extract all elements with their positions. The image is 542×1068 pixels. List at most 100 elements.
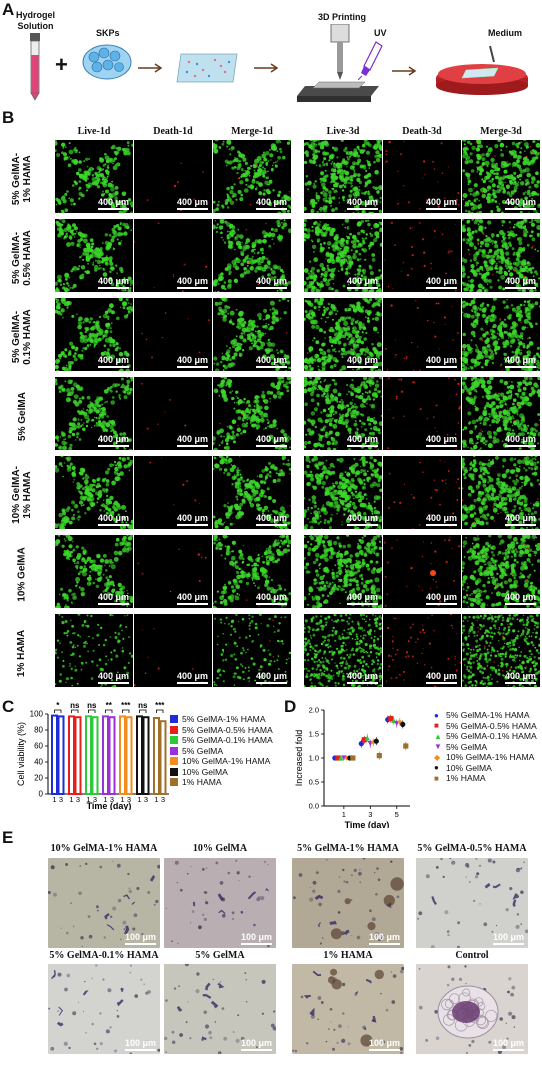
significance-bracket (54, 709, 62, 713)
significance-label: ns (87, 701, 97, 710)
column-header-merge-3d: Merge-3d (480, 126, 522, 137)
scale-bar-label: 400 μm (425, 355, 457, 365)
column-header-death-1d: Death-1d (153, 126, 193, 137)
fluorescence-image: 400 μm (213, 535, 291, 608)
scale-bar: 100 μm (492, 1038, 524, 1051)
data-point (350, 755, 356, 761)
scale-bar-line (255, 208, 287, 210)
panel-e-letter: E (2, 828, 14, 847)
scale-bar-label: 400 μm (346, 355, 378, 365)
scale-bar-label: 100 μm (124, 1038, 156, 1048)
x-tick-label: 1 (69, 795, 73, 804)
fluorescence-image: 400 μm (383, 298, 461, 371)
legend-label: 5% GelMA (446, 741, 488, 752)
fluorescence-image: 400 μm (134, 219, 212, 292)
fluorescence-image: 400 μm (304, 535, 382, 608)
scale-bar: 400 μm (346, 197, 378, 210)
row-label: 5% GelMA (4, 377, 40, 455)
panel-b-letter: B (2, 108, 15, 127)
fluorescence-image: 400 μm (383, 614, 461, 687)
scale-bar-line (255, 682, 287, 684)
y-tick-label: 0 (39, 790, 44, 799)
x-tick-label: 3 (161, 795, 165, 804)
fluorescence-image: 400 μm (213, 614, 291, 687)
scale-bar-label: 400 μm (97, 276, 129, 286)
fluorescence-image: 400 μm (55, 535, 133, 608)
scale-bar-label: 400 μm (176, 671, 208, 681)
chart-c-legend: 5% GelMA-1% HAMA 5% GelMA-0.5% HAMA 5% Gel… (170, 714, 273, 788)
3d-printer-icon (297, 24, 379, 102)
legend-entry: ▼ 5% GelMA (434, 742, 537, 753)
scale-bar-line (124, 1049, 156, 1051)
scale-bar: 400 μm (97, 592, 129, 605)
scale-bar-label: 400 μm (346, 671, 378, 681)
row-label-line2: 1% HAMA (22, 471, 34, 519)
fluorescence-image: 400 μm (213, 298, 291, 371)
legend-label: 1% HAMA (182, 777, 222, 788)
medium-label: Medium (488, 28, 523, 38)
x-tick-label: 1 (137, 795, 141, 804)
legend-entry: 5% GelMA (170, 746, 273, 757)
legend-marker: ◆ (434, 752, 441, 762)
legend-entry: ◆ 10% GelMA-1% HAMA (434, 752, 537, 763)
scale-bar-label: 400 μm (425, 434, 457, 444)
scale-bar: 400 μm (97, 355, 129, 368)
x-tick-label: 1 (52, 795, 56, 804)
fluorescence-image: 400 μm (134, 140, 212, 213)
legend-label: 10% GelMA (182, 766, 228, 777)
row-label-line1: 1% HAMA (16, 629, 28, 677)
scale-bar-line (368, 1049, 400, 1051)
scale-bar: 400 μm (176, 276, 208, 289)
bar (68, 715, 75, 795)
legend-entry: ■ 5% GelMA-0.5% HAMA (434, 721, 537, 732)
data-point (335, 755, 341, 761)
legend-swatch (170, 746, 178, 755)
y-tick-label: 20 (34, 774, 43, 783)
row-label-line2: 0.5% HAMA (22, 230, 34, 286)
micrograph-image: 100 μm (48, 964, 160, 1054)
scale-bar-line (346, 524, 378, 526)
significance-label: *** (121, 701, 131, 710)
scale-bar: 400 μm (504, 276, 536, 289)
scale-bar: 400 μm (97, 276, 129, 289)
bar (159, 720, 167, 796)
cell-viability-chart: 0 20 40 60 80 100 Cell viability (%) Time (day)… (16, 701, 169, 810)
scale-bar-label: 400 μm (346, 276, 378, 286)
legend-entry: 5% GelMA-0.5% HAMA (170, 725, 273, 736)
scale-bar: 400 μm (504, 434, 536, 447)
micrograph-image: 100 μm (292, 964, 404, 1054)
scale-bar: 400 μm (255, 513, 287, 526)
legend-label: 5% GelMA-1% HAMA (446, 710, 530, 721)
data-point (388, 716, 394, 722)
scale-bar: 400 μm (176, 197, 208, 210)
scale-bar-line (425, 208, 457, 210)
scale-bar-label: 400 μm (255, 276, 287, 286)
hydrogel-label-line1: Hydrogel (16, 10, 56, 20)
legend-entry: 5% GelMA-1% HAMA (170, 714, 273, 725)
legend-marker: ● (434, 763, 439, 773)
scale-bar: 400 μm (255, 355, 287, 368)
data-point (403, 743, 409, 749)
x-tick-label: 3 (93, 795, 97, 804)
scale-bar: 100 μm (492, 932, 524, 945)
significance-bracket (71, 709, 79, 713)
micrograph-title: 5% GelMA-0.1% HAMA (49, 950, 159, 961)
significance-bracket (139, 709, 147, 713)
scale-bar: 400 μm (346, 355, 378, 368)
fluorescence-image: 400 μm (462, 614, 540, 687)
scale-bar: 400 μm (255, 434, 287, 447)
significance-label: ns (138, 701, 148, 710)
chart-d-legend: ● 5% GelMA-1% HAMA ■ 5% GelMA-0.5% HAMA ▲ 5% … (434, 710, 537, 784)
scale-bar: 400 μm (346, 434, 378, 447)
scale-bar-label: 100 μm (240, 932, 272, 942)
scale-bar-label: 400 μm (504, 434, 536, 444)
data-point (361, 737, 367, 743)
y-tick-label: 80 (34, 726, 43, 735)
fluorescence-image: 400 μm (304, 377, 382, 450)
scale-bar-line (255, 366, 287, 368)
micrograph-image: 100 μm (164, 858, 276, 948)
scale-bar-line (425, 287, 457, 289)
x-axis-label: Time (day) (87, 801, 132, 810)
legend-entry: ● 5% GelMA-1% HAMA (434, 710, 537, 721)
scale-bar: 400 μm (97, 671, 129, 684)
